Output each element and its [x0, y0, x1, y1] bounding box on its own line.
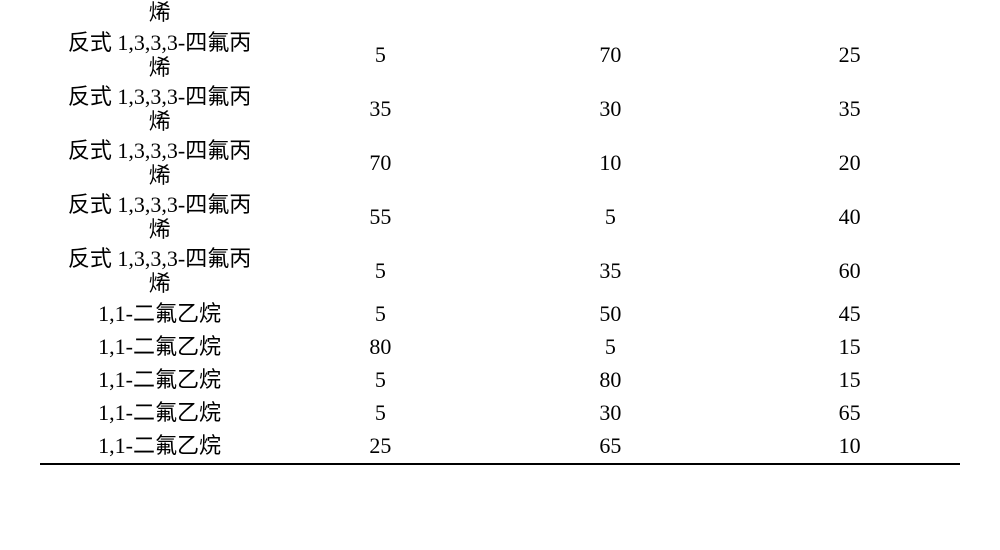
- table-row: 反式 1,3,3,3-四氟丙烯 70 10 20: [40, 136, 960, 190]
- compound-cell-partial: 烯: [40, 0, 279, 28]
- composition-table: 烯 反式 1,3,3,3-四氟丙烯 5 70 25 反式 1,3,3,3-四氟丙…: [40, 0, 960, 465]
- value-cell: 25: [739, 28, 960, 82]
- value-cell: 5: [279, 397, 481, 430]
- compound-text: 反式 1,3,3,3-四氟丙烯: [40, 84, 279, 135]
- value-cell: 80: [482, 364, 740, 397]
- value-cell: 70: [482, 28, 740, 82]
- table-body: 烯 反式 1,3,3,3-四氟丙烯 5 70 25 反式 1,3,3,3-四氟丙…: [40, 0, 960, 464]
- compound-cell: 反式 1,3,3,3-四氟丙烯: [40, 244, 279, 298]
- compound-cell: 反式 1,3,3,3-四氟丙烯: [40, 190, 279, 244]
- empty-cell: [739, 0, 960, 28]
- value-cell: 15: [739, 331, 960, 364]
- table-row: 1,1-二氟乙烷 5 50 45: [40, 298, 960, 331]
- value-cell: 30: [482, 82, 740, 136]
- compound-cell: 1,1-二氟乙烷: [40, 331, 279, 364]
- value-cell: 5: [279, 298, 481, 331]
- value-cell: 5: [279, 244, 481, 298]
- value-cell: 65: [739, 397, 960, 430]
- value-cell: 25: [279, 430, 481, 464]
- compound-text: 反式 1,3,3,3-四氟丙烯: [40, 192, 279, 243]
- table-row: 1,1-二氟乙烷 25 65 10: [40, 430, 960, 464]
- value-cell: 10: [482, 136, 740, 190]
- value-cell: 30: [482, 397, 740, 430]
- compound-cell: 反式 1,3,3,3-四氟丙烯: [40, 136, 279, 190]
- table-row: 1,1-二氟乙烷 5 30 65: [40, 397, 960, 430]
- compound-cell: 反式 1,3,3,3-四氟丙烯: [40, 28, 279, 82]
- table-row: 反式 1,3,3,3-四氟丙烯 35 30 35: [40, 82, 960, 136]
- compound-cell: 反式 1,3,3,3-四氟丙烯: [40, 82, 279, 136]
- compound-cell: 1,1-二氟乙烷: [40, 364, 279, 397]
- table-row: 1,1-二氟乙烷 80 5 15: [40, 331, 960, 364]
- compound-text: 反式 1,3,3,3-四氟丙烯: [40, 138, 279, 189]
- compound-cell: 1,1-二氟乙烷: [40, 298, 279, 331]
- value-cell: 40: [739, 190, 960, 244]
- value-cell: 5: [482, 190, 740, 244]
- value-cell: 5: [279, 364, 481, 397]
- value-cell: 35: [739, 82, 960, 136]
- compound-cell: 1,1-二氟乙烷: [40, 397, 279, 430]
- table-row-partial: 烯: [40, 0, 960, 28]
- value-cell: 15: [739, 364, 960, 397]
- value-cell: 35: [279, 82, 481, 136]
- value-cell: 5: [482, 331, 740, 364]
- value-cell: 50: [482, 298, 740, 331]
- table-row: 反式 1,3,3,3-四氟丙烯 5 70 25: [40, 28, 960, 82]
- value-cell: 45: [739, 298, 960, 331]
- value-cell: 80: [279, 331, 481, 364]
- value-cell: 55: [279, 190, 481, 244]
- table-row: 反式 1,3,3,3-四氟丙烯 55 5 40: [40, 190, 960, 244]
- value-cell: 10: [739, 430, 960, 464]
- value-cell: 20: [739, 136, 960, 190]
- table-row: 1,1-二氟乙烷 5 80 15: [40, 364, 960, 397]
- empty-cell: [279, 0, 481, 28]
- value-cell: 65: [482, 430, 740, 464]
- value-cell: 35: [482, 244, 740, 298]
- value-cell: 70: [279, 136, 481, 190]
- value-cell: 60: [739, 244, 960, 298]
- empty-cell: [482, 0, 740, 28]
- compound-text: 反式 1,3,3,3-四氟丙烯: [40, 30, 279, 81]
- value-cell: 5: [279, 28, 481, 82]
- compound-text: 反式 1,3,3,3-四氟丙烯: [40, 246, 279, 297]
- compound-cell: 1,1-二氟乙烷: [40, 430, 279, 464]
- table-row: 反式 1,3,3,3-四氟丙烯 5 35 60: [40, 244, 960, 298]
